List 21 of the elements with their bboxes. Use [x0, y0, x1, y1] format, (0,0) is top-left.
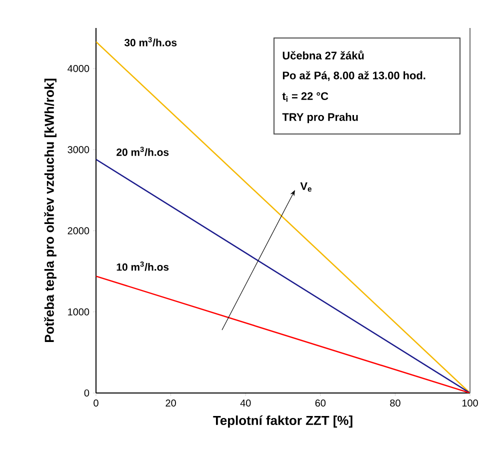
y-tick-label: 3000: [68, 146, 90, 154]
annotation: Učebna 27 žáků: [282, 50, 364, 60]
series-label: 10 m$^{3}$/h.os: [116, 262, 169, 271]
x-tick-label: 40: [240, 400, 251, 407]
annotation: TRY pro Prahu: [282, 112, 358, 124]
x-tick-label: 100: [462, 400, 478, 407]
y-tick-label: 4000: [68, 65, 90, 72]
x-tick-label: 20: [166, 400, 176, 407]
x-tick-label: 60: [315, 400, 326, 407]
y-tick-label: 0: [84, 389, 90, 397]
y-axis-title: Potřeba tepla pro ohřev vzduchu [kWh/rok]: [44, 78, 56, 342]
annotation: V$_{e}$: [300, 182, 312, 192]
y-tick-label: 2000: [68, 227, 90, 234]
series-label: 30 m$^{3}$/h.os: [124, 37, 177, 46]
x-tick-label: 80: [390, 400, 400, 407]
x-axis-title: Teplotní faktor ZZT [%]: [213, 415, 352, 428]
annotation: t$_{i}$ = 22 °C: [282, 92, 328, 102]
series-label: 20 m$^{3}$/h.os: [116, 146, 169, 156]
y-tick-label: 1000: [68, 308, 90, 316]
annotation: Po až Pá, 8.00 až 13.00 hod.: [282, 71, 426, 81]
x-tick-label: 0: [94, 400, 98, 407]
